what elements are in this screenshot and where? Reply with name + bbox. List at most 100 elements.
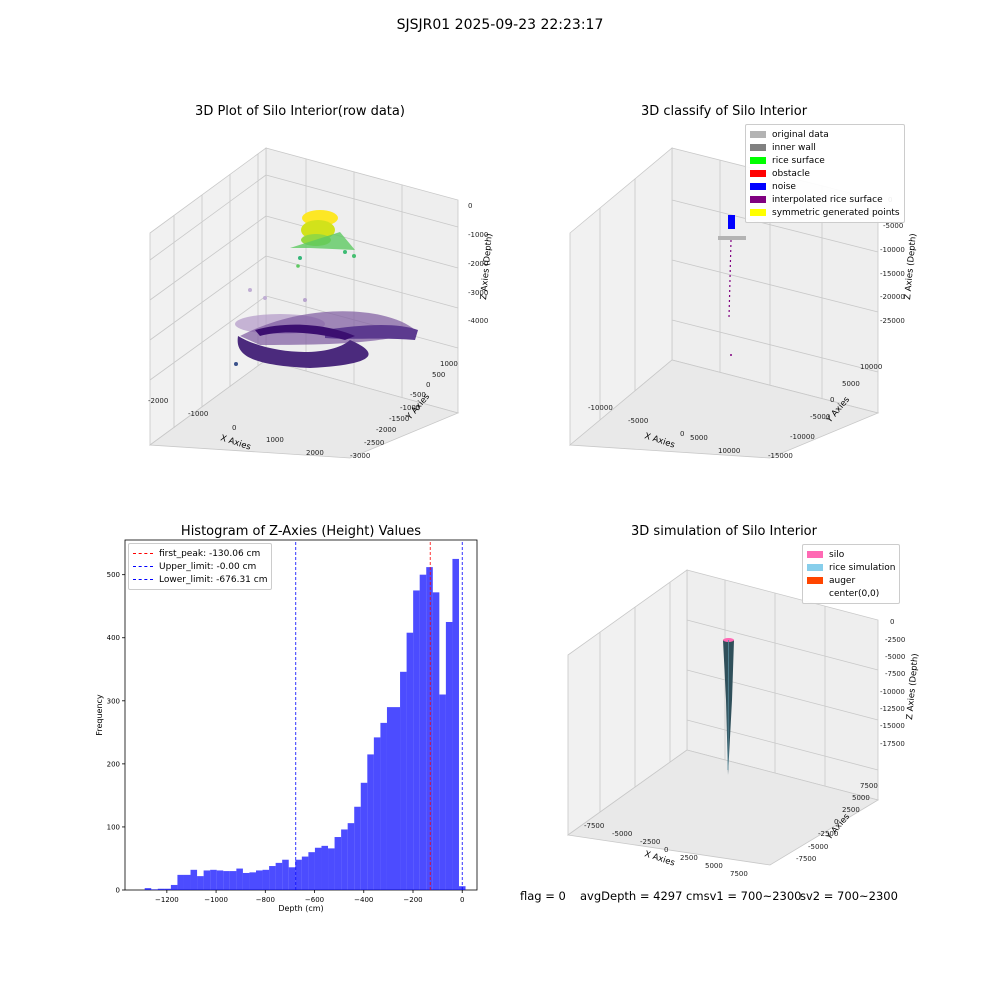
histogram-bar xyxy=(445,621,453,890)
histogram-bar xyxy=(393,707,401,890)
histogram-bar xyxy=(295,859,302,890)
panel4-xtick: 7500 xyxy=(730,870,748,878)
legend-swatch xyxy=(133,566,153,567)
histogram-title: Histogram of Z-Axies (Height) Values xyxy=(180,524,422,539)
histogram-bar xyxy=(308,852,315,890)
histogram-bar xyxy=(216,870,224,890)
histogram-bar xyxy=(190,869,198,890)
histogram-bar xyxy=(282,859,289,890)
panel4-xtick: -5000 xyxy=(612,830,632,838)
legend-swatch xyxy=(133,553,153,554)
histogram-bar xyxy=(229,871,237,890)
legend-swatch xyxy=(807,551,823,558)
panel4-xtick: 5000 xyxy=(705,862,723,870)
panel4-title: 3D simulation of Silo Interior xyxy=(631,524,817,539)
histogram-bar xyxy=(203,870,211,890)
panel1-xtick: 2000 xyxy=(306,449,324,457)
histogram-bar xyxy=(386,707,394,890)
panel2-xtick: -10000 xyxy=(588,404,613,412)
legend-label: Lower_limit: -676.31 cm xyxy=(159,574,268,585)
legend-label: center(0,0) xyxy=(829,588,880,599)
histogram-reference-lines xyxy=(295,540,463,890)
legend-swatch xyxy=(807,577,823,584)
histogram-ylabel: Frequency xyxy=(95,694,104,736)
histogram-bar xyxy=(249,872,257,890)
panel4-axes-box xyxy=(566,569,880,866)
histogram-bar xyxy=(419,574,427,890)
legend-entry: interpolated rice surface xyxy=(750,193,900,206)
legend-label: obstacle xyxy=(772,168,810,179)
panel1-ytick: -3000 xyxy=(350,452,370,460)
legend-label: inner wall xyxy=(772,142,816,153)
legend-label: original data xyxy=(772,129,829,140)
legend-entry: obstacle xyxy=(750,167,900,180)
status-sv2: sv2 = 700~2300 xyxy=(800,889,898,903)
legend-label: rice simulation xyxy=(829,562,896,573)
panel2-ytick: -15000 xyxy=(768,452,793,460)
panel2-zlabel: Z Axies (Depth) xyxy=(903,233,919,300)
panel1-ytick: 500 xyxy=(432,371,445,379)
histogram-y-tick-label: 400 xyxy=(107,634,120,642)
panel2-ytick: 0 xyxy=(830,396,834,404)
histogram-bar xyxy=(354,806,361,890)
panel1-ztick: 0 xyxy=(468,202,472,210)
histogram-xlabel: Depth (cm) xyxy=(278,904,323,913)
panel4-ytick: 0 xyxy=(834,818,838,826)
histogram-x-tick-label: −600 xyxy=(305,896,324,904)
panel4-3d-plot: 0 -2500 -5000 -7500 -10000 -12500 -15000… xyxy=(566,569,920,878)
panel1-ytick: -1500 xyxy=(389,415,409,423)
panel1-ztick: -2000 xyxy=(468,260,488,268)
panel4-ytick: -5000 xyxy=(808,843,828,851)
panel2-ytick: -5000 xyxy=(810,413,830,421)
panel2-ytick: 5000 xyxy=(842,380,860,388)
histogram-y-tick-label: 100 xyxy=(107,823,120,831)
histogram-bar xyxy=(432,592,440,890)
histogram-bar xyxy=(223,871,230,890)
legend-entry: rice simulation xyxy=(807,561,895,574)
panel1-ytick: 1000 xyxy=(440,360,458,368)
histogram-bar xyxy=(157,888,165,890)
legend-entry: first_peak: -130.06 cm xyxy=(133,547,267,560)
legend-label: auger xyxy=(829,575,856,586)
panel1-ztick: -1000 xyxy=(468,231,488,239)
histogram-bar xyxy=(177,874,184,890)
panel2-ytick: 10000 xyxy=(860,363,882,371)
histogram-bar xyxy=(183,874,191,890)
histogram-y-ticks: 0 100 200 300 400 500 xyxy=(107,571,125,895)
legend-entry: rice surface xyxy=(750,154,900,167)
histogram-bar xyxy=(262,869,270,890)
histogram-bar xyxy=(367,754,374,890)
legend-entry: original data xyxy=(750,128,900,141)
legend-label: silo xyxy=(829,549,845,560)
histogram-bar xyxy=(242,872,250,890)
histogram-bar xyxy=(144,888,152,890)
histogram-bar xyxy=(426,567,433,890)
panel4-ytick: -7500 xyxy=(796,855,816,863)
histogram-bar xyxy=(406,632,414,890)
histogram-bar xyxy=(341,829,348,890)
panel2-ztick: -25000 xyxy=(880,317,905,325)
panel1-ytick: -2000 xyxy=(376,426,396,434)
panel1-point-cloud xyxy=(234,210,418,368)
panel4-ztick: -5000 xyxy=(885,653,905,661)
histogram-bar xyxy=(275,862,283,890)
legend-label: interpolated rice surface xyxy=(772,194,883,205)
histogram-bar xyxy=(301,856,309,890)
histogram-bar xyxy=(197,876,204,890)
panel2-ytick: -10000 xyxy=(790,433,815,441)
panel4-ztick: -17500 xyxy=(880,740,905,748)
legend-entry: Upper_limit: -0.00 cm xyxy=(133,560,267,573)
panel1-xtick: -2000 xyxy=(148,397,168,405)
panel1-3d-plot: 0 -1000 -2000 -3000 -4000 -2000 -1000 0 … xyxy=(148,147,495,460)
panel2-legend: original data inner wall rice surface obsta… xyxy=(745,124,905,223)
panel1-xtick: 1000 xyxy=(266,436,284,444)
panel2-xtick: 5000 xyxy=(690,434,708,442)
panel1-title: 3D Plot of Silo Interior(row data) xyxy=(195,104,405,119)
histogram-bar xyxy=(380,722,387,890)
legend-swatch xyxy=(750,157,766,164)
histogram-x-tick-label: 0 xyxy=(460,896,464,904)
panel4-legend: silo rice simulation auger center(0,0) xyxy=(802,544,901,604)
legend-label: rice surface xyxy=(772,155,825,166)
histogram-bar xyxy=(452,558,459,890)
histogram-bar xyxy=(328,848,335,890)
